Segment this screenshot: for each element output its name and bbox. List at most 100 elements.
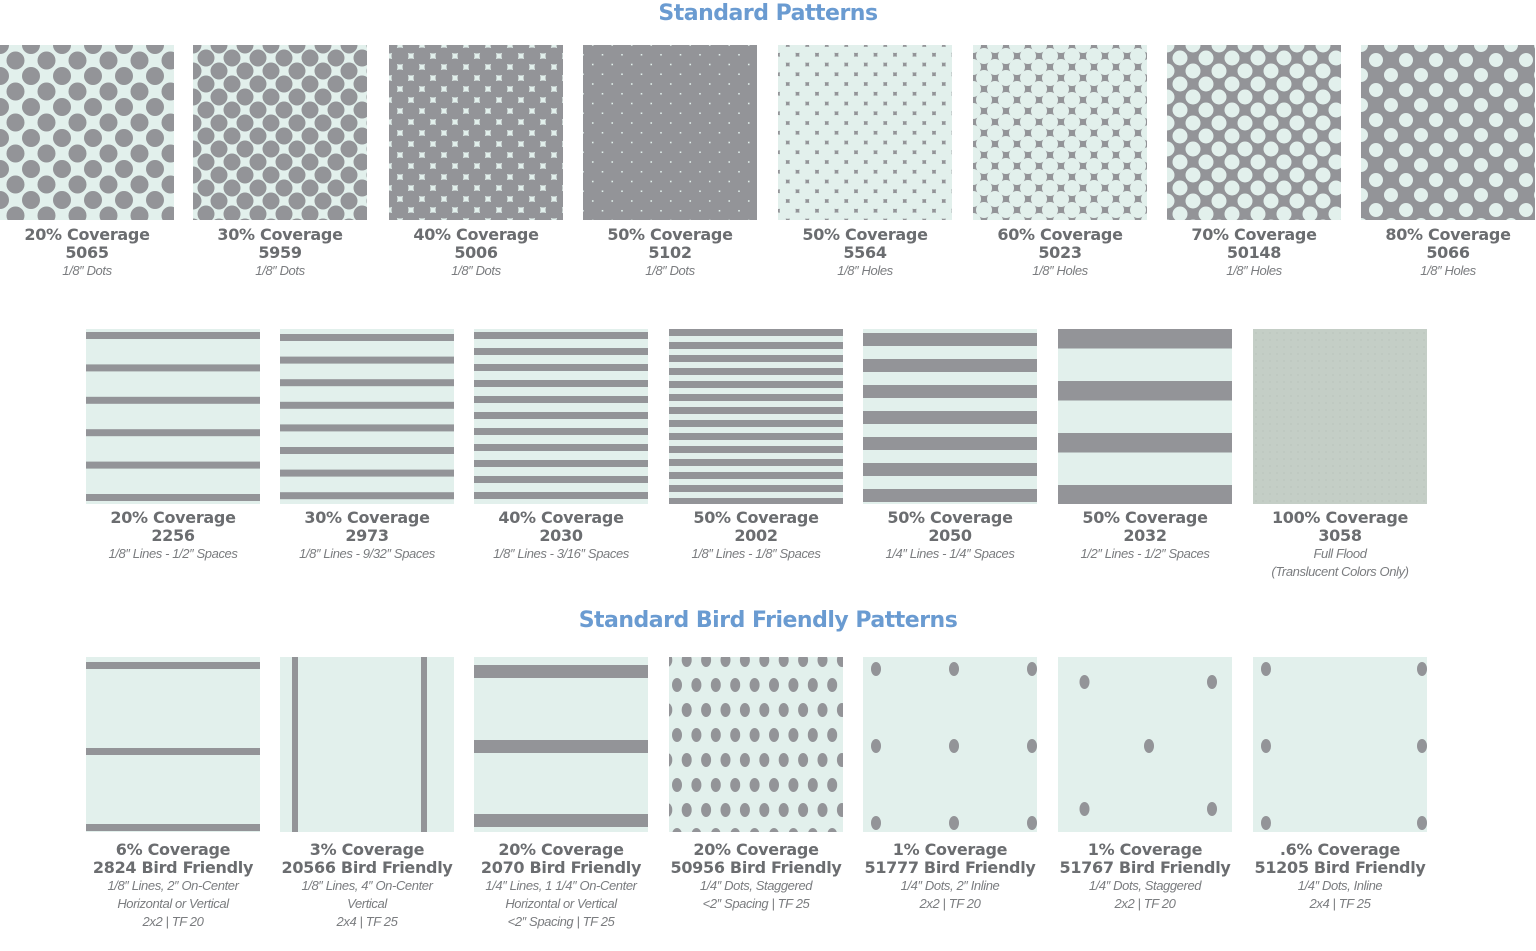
pattern-swatch-50956 [669, 657, 843, 832]
pattern-swatch-graphic [1058, 657, 1232, 832]
pattern-description: 1/8″ Holes [1226, 263, 1282, 278]
pattern-swatch-graphic [863, 329, 1037, 504]
pattern-description: 1/8″ Dots [255, 263, 305, 278]
pattern-swatch-graphic [193, 45, 367, 220]
pattern-code: 2002 [734, 526, 778, 545]
pattern-code: 5065 [65, 243, 109, 262]
pattern-code: 50148 [1226, 243, 1282, 262]
pattern-swatch-51777 [863, 657, 1037, 832]
pattern-caption: 50% Coverage 2002 1/8″ Lines - 1/8″ Spaces [656, 509, 856, 563]
pattern-description: (Translucent Colors Only) [1271, 564, 1409, 579]
pattern-code: 51777 Bird Friendly [864, 858, 1036, 877]
pattern-swatch-graphic [583, 45, 757, 220]
pattern-description: 2x2 | TF 20 [1114, 896, 1176, 911]
pattern-description: 1/2″ Lines - 1/2″ Spaces [1080, 546, 1210, 561]
pattern-caption: 1% Coverage 51777 Bird Friendly 1/4″ Dots,… [850, 841, 1050, 913]
pattern-caption: 1% Coverage 51767 Bird Friendly 1/4″ Dots,… [1045, 841, 1245, 913]
pattern-caption: 50% Coverage 2050 1/4″ Lines - 1/4″ Spaces [850, 509, 1050, 563]
pattern-swatch-50148 [1167, 45, 1341, 220]
coverage-label: 80% Coverage [1385, 225, 1511, 244]
coverage-label: 70% Coverage [1191, 225, 1317, 244]
pattern-description: <2″ Spacing | TF 25 [702, 896, 810, 911]
pattern-caption: 50% Coverage 5102 1/8″ Dots [570, 226, 770, 280]
pattern-swatch-graphic [474, 329, 648, 504]
pattern-swatch-graphic [474, 657, 648, 832]
pattern-swatch-graphic [0, 45, 174, 220]
pattern-swatch-graphic [669, 329, 843, 504]
pattern-caption: 20% Coverage 5065 1/8″ Dots [0, 226, 187, 280]
pattern-swatch-2973 [280, 329, 454, 504]
pattern-code: 2032 [1123, 526, 1167, 545]
coverage-label: 1% Coverage [1087, 840, 1203, 859]
pattern-description: 1/8″ Dots [62, 263, 112, 278]
coverage-label: 60% Coverage [997, 225, 1123, 244]
pattern-description: 1/4″ Dots, Staggered [1088, 878, 1202, 893]
pattern-caption: 3% Coverage 20566 Bird Friendly 1/8″ Lines… [267, 841, 467, 931]
pattern-caption: .6% Coverage 51205 Bird Friendly 1/4″ Dots… [1240, 841, 1440, 913]
coverage-label: 30% Coverage [304, 508, 430, 527]
pattern-swatch-graphic [1167, 45, 1341, 220]
pattern-code: 2824 Bird Friendly [92, 858, 254, 877]
pattern-code: 51767 Bird Friendly [1059, 858, 1231, 877]
pattern-code: 2030 [539, 526, 583, 545]
coverage-label: .6% Coverage [1279, 840, 1401, 859]
pattern-caption: 70% Coverage 50148 1/8″ Holes [1154, 226, 1354, 280]
pattern-caption: 30% Coverage 2973 1/8″ Lines - 9/32″ Space… [267, 509, 467, 563]
pattern-swatch-5065 [0, 45, 174, 220]
pattern-swatch-5102 [583, 45, 757, 220]
pattern-description: 2x2 | TF 20 [919, 896, 981, 911]
pattern-swatch-5564 [778, 45, 952, 220]
pattern-swatch-51205 [1253, 657, 1427, 832]
coverage-label: 20% Coverage [24, 225, 150, 244]
coverage-label: 50% Coverage [887, 508, 1013, 527]
pattern-swatch-graphic [280, 657, 454, 832]
pattern-swatch-3058 [1253, 329, 1427, 504]
coverage-label: 50% Coverage [693, 508, 819, 527]
pattern-swatch-2032 [1058, 329, 1232, 504]
pattern-swatch-5959 [193, 45, 367, 220]
pattern-swatch-graphic [778, 45, 952, 220]
pattern-code: 5066 [1426, 243, 1470, 262]
coverage-label: 100% Coverage [1271, 508, 1409, 527]
pattern-code: 2050 [928, 526, 972, 545]
pattern-description: 1/8″ Lines - 3/16″ Spaces [493, 546, 629, 561]
pattern-swatch-graphic [1058, 329, 1232, 504]
pattern-swatch-graphic [669, 657, 843, 832]
pattern-swatch-51767 [1058, 657, 1232, 832]
pattern-swatch-2070 [474, 657, 648, 832]
pattern-code: 5102 [648, 243, 692, 262]
coverage-label: 1% Coverage [892, 840, 1008, 859]
pattern-code: 3058 [1318, 526, 1362, 545]
pattern-description: 1/8″ Holes [1032, 263, 1088, 278]
coverage-label: 30% Coverage [217, 225, 343, 244]
pattern-description: 1/8″ Lines, 4″ On-Center [301, 878, 433, 893]
pattern-caption: 20% Coverage 50956 Bird Friendly 1/4″ Dots… [656, 841, 856, 913]
bird-friendly-patterns-title: Standard Bird Friendly Patterns [578, 608, 958, 633]
pattern-swatch-2050 [863, 329, 1037, 504]
pattern-description: 1/8″ Lines - 9/32″ Spaces [299, 546, 435, 561]
coverage-label: 6% Coverage [115, 840, 231, 859]
pattern-description: Full Flood [1313, 546, 1367, 561]
coverage-label: 3% Coverage [309, 840, 425, 859]
pattern-caption: 80% Coverage 5066 1/8″ Holes [1348, 226, 1536, 280]
pattern-description: 1/4″ Dots, Staggered [699, 878, 813, 893]
coverage-label: 40% Coverage [413, 225, 539, 244]
pattern-caption: 60% Coverage 5023 1/8″ Holes [960, 226, 1160, 280]
pattern-description: 1/8″ Dots [451, 263, 501, 278]
pattern-description: 1/8″ Lines, 2″ On-Center [107, 878, 239, 893]
pattern-description: 2x4 | TF 25 [336, 914, 398, 929]
pattern-description: <2″ Spacing | TF 25 [507, 914, 615, 929]
coverage-label: 50% Coverage [607, 225, 733, 244]
pattern-code: 2256 [151, 526, 195, 545]
pattern-code: 2973 [345, 526, 389, 545]
pattern-code: 5959 [258, 243, 302, 262]
pattern-caption: 20% Coverage 2070 Bird Friendly 1/4″ Lines… [461, 841, 661, 931]
pattern-swatch-5023 [973, 45, 1147, 220]
coverage-label: 50% Coverage [802, 225, 928, 244]
pattern-swatch-2824 [86, 657, 260, 832]
pattern-code: 5023 [1038, 243, 1082, 262]
coverage-label: 20% Coverage [110, 508, 236, 527]
coverage-label: 50% Coverage [1082, 508, 1208, 527]
pattern-caption: 40% Coverage 5006 1/8″ Dots [376, 226, 576, 280]
pattern-caption: 6% Coverage 2824 Bird Friendly 1/8″ Lines,… [73, 841, 273, 931]
